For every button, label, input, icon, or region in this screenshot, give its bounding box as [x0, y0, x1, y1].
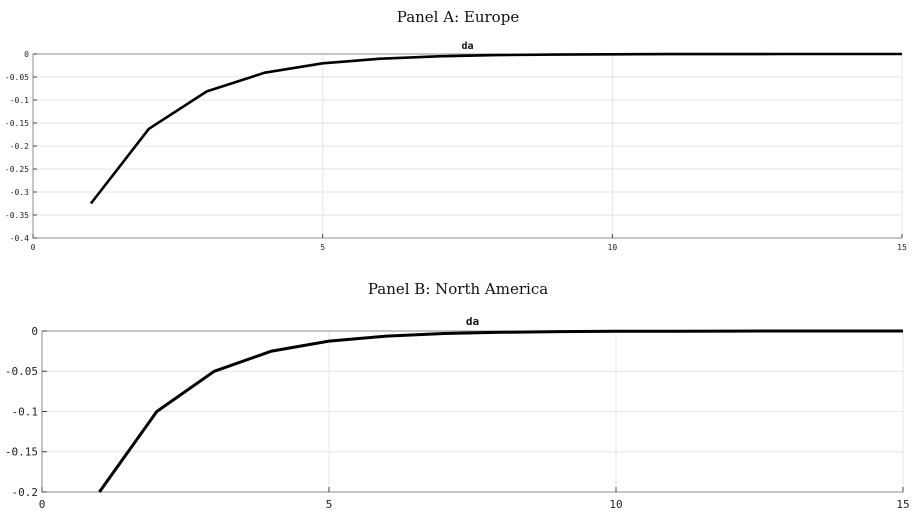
panel-a-title: Panel A: Europe [396, 8, 520, 26]
y-tick-label: -0.15 [5, 119, 29, 128]
y-tick-label: -0.1 [12, 405, 39, 418]
y-tick-label: -0.2 [10, 142, 29, 151]
y-tick-label: -0.2 [12, 486, 39, 499]
y-tick-label: -0.15 [5, 446, 38, 459]
x-tick-label: 15 [897, 243, 907, 252]
series-line-da [98, 329, 903, 493]
x-tick-label: 10 [608, 243, 618, 252]
chart-panel-a: 0-0.05-0.1-0.15-0.2-0.25-0.3-0.35-0.40 5 1… [5, 41, 907, 252]
y-tick-label: -0.35 [5, 211, 29, 220]
x-tick-label: 10 [609, 498, 622, 511]
chart-title: da [461, 41, 473, 52]
x-tick-label: 5 [320, 243, 325, 252]
x-tick-label: 0 [39, 498, 46, 511]
y-tick-label: 0 [24, 50, 29, 59]
x-tick-label: 15 [896, 498, 909, 511]
chart-title: da [466, 315, 479, 328]
y-tick-label: 0 [31, 325, 38, 338]
series-line-da [89, 52, 902, 205]
y-tick-label: -0.1 [10, 96, 29, 105]
y-tick-label: -0.4 [10, 234, 29, 243]
x-tick-label: 0 [31, 243, 36, 252]
x-tick-label: 5 [326, 498, 333, 511]
panel-b-title: Panel B: North America [367, 280, 549, 298]
y-tick-label: -0.3 [10, 188, 29, 197]
y-tick-label: -0.05 [5, 365, 38, 378]
y-tick-label: -0.05 [5, 73, 29, 82]
y-tick-label: -0.25 [5, 165, 29, 174]
